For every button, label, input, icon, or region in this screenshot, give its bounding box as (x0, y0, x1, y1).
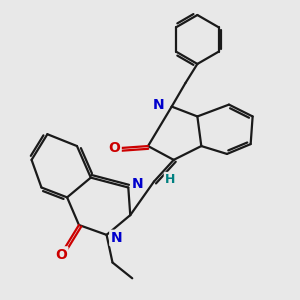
Text: N: N (132, 177, 144, 190)
Text: H: H (165, 173, 175, 186)
Text: N: N (153, 98, 165, 112)
Text: O: O (109, 141, 120, 155)
Text: N: N (110, 231, 122, 245)
Text: O: O (55, 248, 67, 262)
